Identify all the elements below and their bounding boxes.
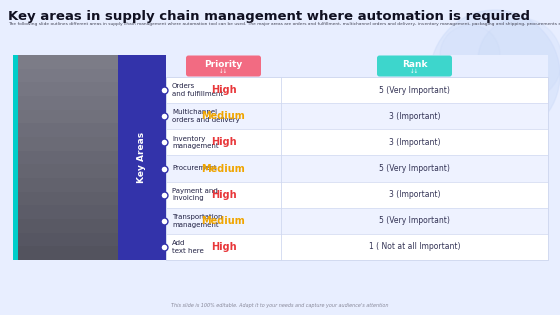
Text: ↓↓: ↓↓ [410, 68, 419, 73]
Bar [13, 233, 118, 246]
Text: Orders
and fulfillment: Orders and fulfillment [172, 83, 223, 97]
Bar [166, 55, 548, 77]
Bar [13, 192, 118, 205]
Text: 5 (Very Important): 5 (Very Important) [379, 164, 450, 173]
Bar [13, 178, 118, 192]
Bar [166, 77, 548, 260]
Text: 3 (Important): 3 (Important) [389, 190, 440, 199]
Text: Multichannel
orders and delivery: Multichannel orders and delivery [172, 110, 240, 123]
Text: High: High [211, 85, 236, 95]
Circle shape [478, 18, 560, 102]
Bar [166, 77, 548, 103]
Text: ↓↓: ↓↓ [219, 68, 228, 73]
Text: High: High [211, 137, 236, 147]
Text: Medium: Medium [202, 163, 245, 174]
Text: 1 ( Not at all Important): 1 ( Not at all Important) [368, 243, 460, 251]
Bar [166, 234, 548, 260]
Bar [13, 219, 118, 233]
Bar [166, 208, 548, 234]
Text: High: High [211, 190, 236, 200]
Bar [13, 55, 118, 260]
FancyBboxPatch shape [377, 55, 452, 77]
Text: The following slide outlines different areas in supply chain management where au: The following slide outlines different a… [8, 22, 560, 26]
Text: 3 (Important): 3 (Important) [389, 138, 440, 147]
Bar [13, 96, 118, 110]
Text: Medium: Medium [202, 111, 245, 121]
Bar [13, 123, 118, 137]
Text: Add
text here: Add text here [172, 240, 204, 254]
Bar [13, 151, 118, 164]
Text: Medium: Medium [202, 216, 245, 226]
Bar [166, 129, 548, 155]
Text: Payment and
invoicing: Payment and invoicing [172, 188, 218, 201]
Text: 5 (Very Important): 5 (Very Important) [379, 216, 450, 225]
Text: Procurement: Procurement [172, 165, 217, 171]
Text: Key areas in supply chain management where automation is required: Key areas in supply chain management whe… [8, 10, 530, 23]
Text: Rank: Rank [402, 60, 427, 69]
Text: 3 (Important): 3 (Important) [389, 112, 440, 121]
FancyBboxPatch shape [186, 55, 261, 77]
Bar [13, 205, 118, 219]
Text: Transportation
management: Transportation management [172, 214, 222, 227]
Bar [166, 181, 548, 208]
Bar [13, 110, 118, 123]
Bar [13, 82, 118, 96]
Bar [13, 55, 18, 260]
Text: Priority: Priority [204, 60, 242, 69]
Circle shape [440, 25, 500, 85]
Text: High: High [211, 242, 236, 252]
Text: 5 (Very Important): 5 (Very Important) [379, 86, 450, 94]
Bar [118, 55, 166, 260]
Bar [13, 164, 118, 178]
Text: Inventory
management: Inventory management [172, 135, 218, 149]
Bar [166, 103, 548, 129]
Text: This slide is 100% editable. Adapt it to your needs and capture your audience's : This slide is 100% editable. Adapt it to… [171, 302, 389, 307]
Bar [166, 155, 548, 181]
Circle shape [430, 10, 560, 140]
Bar [13, 69, 118, 82]
Bar [13, 246, 118, 260]
Bar [13, 55, 118, 260]
Text: Key Areas: Key Areas [138, 132, 147, 183]
Bar [13, 137, 118, 151]
Bar [13, 55, 118, 69]
